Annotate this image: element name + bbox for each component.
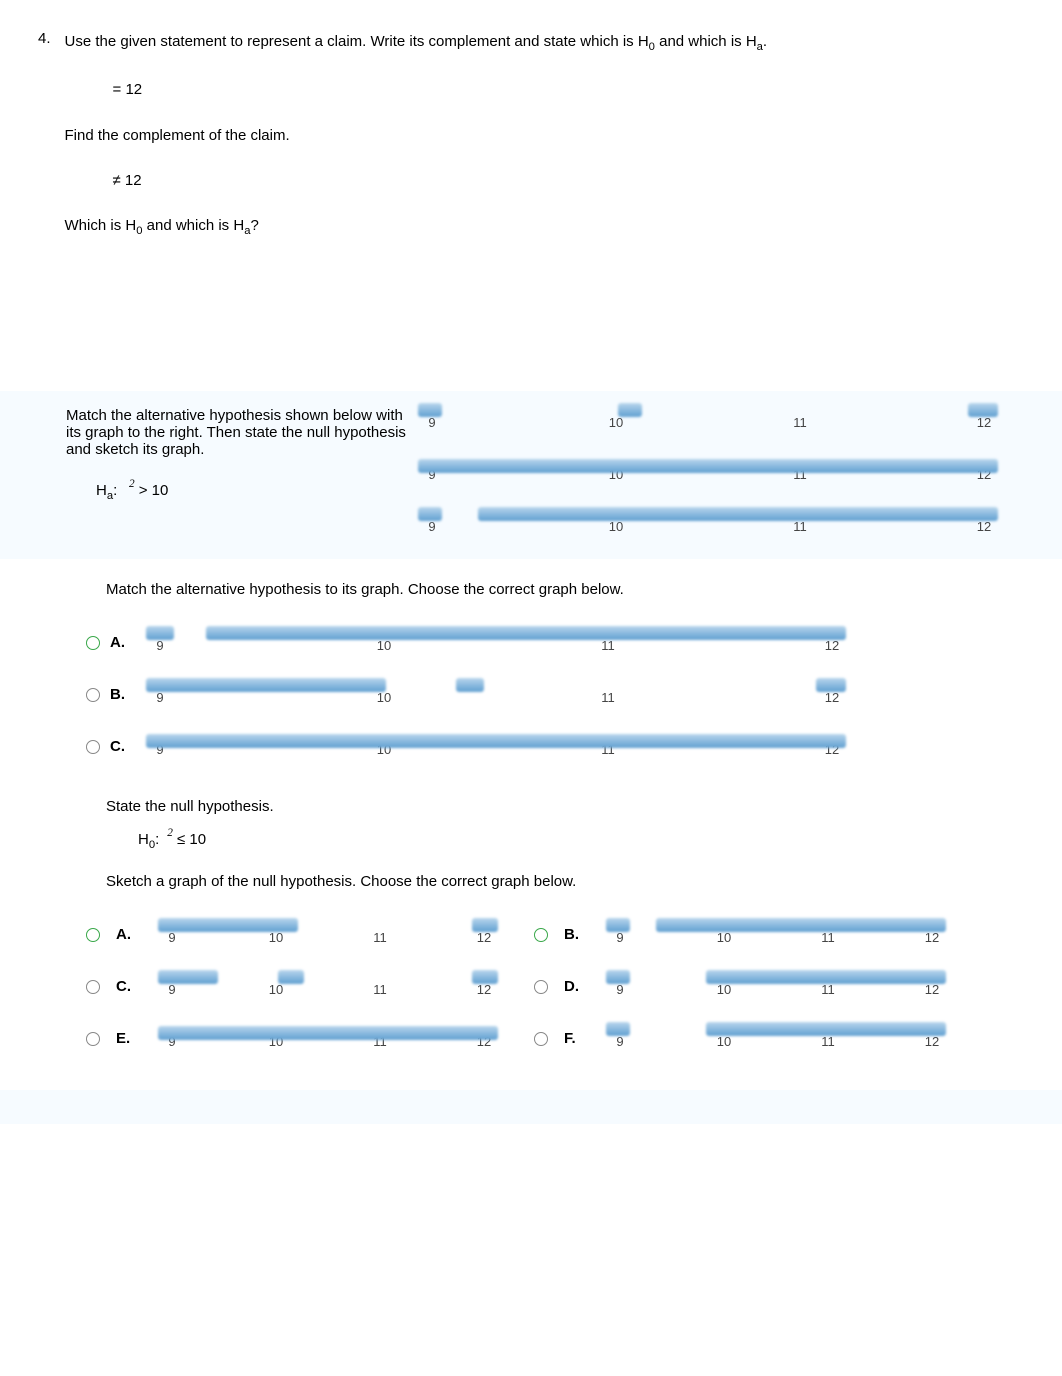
t2c: 10	[602, 519, 630, 534]
a-t1: 9	[146, 638, 174, 653]
t4c: 12	[970, 519, 998, 534]
b-t1: 9	[146, 690, 174, 705]
match-chart-2: 9 10 11 12	[418, 449, 1024, 501]
state-null-label: State the null hypothesis.	[106, 798, 1024, 815]
which-suffix: ?	[250, 217, 258, 234]
radio-c[interactable]	[86, 740, 100, 754]
null-f: F.	[564, 1016, 608, 1047]
nd1: 9	[606, 982, 634, 997]
t2: 10	[602, 415, 630, 430]
nb4: 12	[918, 930, 946, 945]
h0-expr: ≤ 10	[173, 831, 206, 848]
radio-a[interactable]	[86, 636, 100, 650]
null-row-2: C. 9 10 11 12 D. 9 10 11 12	[86, 964, 1024, 1016]
radio-nc[interactable]	[86, 980, 100, 994]
question-number: 4.	[38, 30, 51, 241]
prompt-mid: and which is H	[655, 33, 757, 50]
a-t2: 10	[370, 638, 398, 653]
claim-expr: = 12	[113, 78, 1024, 101]
nd4: 12	[918, 982, 946, 997]
match-right-charts: 9 10 11 12 9 10 11 12 9	[418, 397, 1024, 553]
a-t4: 12	[818, 638, 846, 653]
ha-label: H	[96, 482, 107, 499]
option-a-row[interactable]: A. 9 10 11 12	[86, 620, 1024, 672]
nc1: 9	[158, 982, 186, 997]
na2: 10	[262, 930, 290, 945]
radio-ne[interactable]	[86, 1032, 100, 1046]
find-complement-label: Find the complement of the claim.	[65, 124, 1024, 147]
na4: 12	[470, 930, 498, 945]
b-t4: 12	[818, 690, 846, 705]
h0-sup: 2	[167, 827, 173, 839]
match-intro: Match the alternative hypothesis shown b…	[38, 397, 418, 502]
footer-band	[0, 1090, 1062, 1124]
t3c: 11	[786, 519, 814, 534]
ha-sup: 2	[129, 478, 135, 490]
null-c: C.	[116, 964, 160, 995]
prompt-suffix: .	[763, 33, 767, 50]
ha-colon: :	[113, 482, 117, 499]
nd3: 11	[814, 982, 842, 997]
nd2: 10	[710, 982, 738, 997]
option-b-row[interactable]: B. 9 10 11 12	[86, 672, 1024, 724]
null-d: D.	[564, 964, 608, 995]
which-mid: and which is H	[142, 217, 244, 234]
radio-nf[interactable]	[534, 1032, 548, 1046]
question-body: Use the given statement to represent a c…	[65, 30, 1024, 241]
h0-colon: :	[155, 831, 159, 848]
t4: 12	[970, 415, 998, 430]
null-b: B.	[564, 912, 608, 943]
nc4: 12	[470, 982, 498, 997]
radio-nd[interactable]	[534, 980, 548, 994]
match-instruction: Match the alternative hypothesis to its …	[106, 581, 1024, 598]
b-t2: 10	[370, 690, 398, 705]
match-band: Match the alternative hypothesis shown b…	[0, 391, 1062, 559]
h0-label: H	[138, 831, 149, 848]
nf4: 12	[918, 1034, 946, 1049]
question-row: 4. Use the given statement to represent …	[38, 30, 1024, 241]
nb2: 10	[710, 930, 738, 945]
nc2: 10	[262, 982, 290, 997]
match-intro-text: Match the alternative hypothesis shown b…	[66, 407, 406, 458]
b-t3: 11	[594, 690, 622, 705]
nf1: 9	[606, 1034, 634, 1049]
ha-expr: > 10	[135, 482, 169, 499]
null-row-1: A. 9 10 11 12 B. 9 10 11 12	[86, 912, 1024, 964]
option-c-row[interactable]: C. 9 10 11 12	[86, 724, 1024, 776]
t1: 9	[418, 415, 446, 430]
null-row-3: E. 9 10 11 12 F. 9 10 11 12	[86, 1016, 1024, 1068]
match-chart-3: 9 10 11 12	[418, 501, 1024, 553]
nb3: 11	[814, 930, 842, 945]
nf2: 10	[710, 1034, 738, 1049]
na3: 11	[366, 930, 394, 945]
radio-nb[interactable]	[534, 928, 548, 942]
nc3: 11	[366, 982, 394, 997]
match-chart-1: 9 10 11 12	[418, 397, 1024, 449]
nb1: 9	[606, 930, 634, 945]
prompt-prefix: Use the given statement to represent a c…	[65, 33, 649, 50]
radio-na[interactable]	[86, 928, 100, 942]
a-t3: 11	[594, 638, 622, 653]
null-e: E.	[116, 1016, 160, 1047]
complement-expr: ≠ 12	[113, 169, 1024, 192]
null-a: A.	[116, 912, 160, 943]
radio-b[interactable]	[86, 688, 100, 702]
na1: 9	[158, 930, 186, 945]
t3: 11	[786, 415, 814, 430]
t1c: 9	[418, 519, 446, 534]
sketch-instruction: Sketch a graph of the null hypothesis. C…	[106, 873, 1024, 890]
nf3: 11	[814, 1034, 842, 1049]
which-line: Which is H0 and which is Ha?	[65, 214, 1024, 240]
which-prefix: Which is H	[65, 217, 137, 234]
